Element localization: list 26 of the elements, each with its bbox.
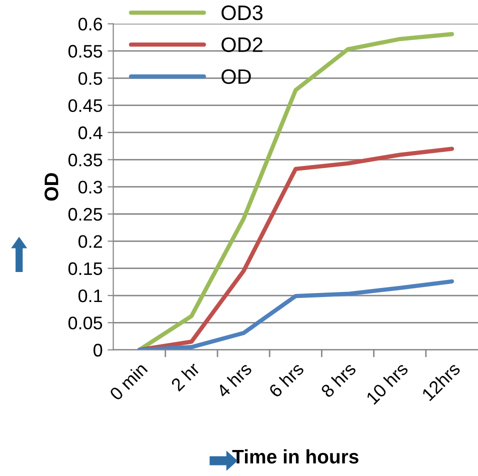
y-tick-label: 0.15 [68,262,102,276]
y-tick-label: 0.05 [68,316,102,330]
x-tick-label: 4 hrs [215,361,252,398]
x-axis-title: Time in hours [232,449,358,464]
y-tick-label: 0 [94,344,102,357]
x-tick-label: 10 hrs [365,361,409,405]
y-tick-label: 0.55 [68,44,102,58]
y-tick-label: 0.1 [78,289,102,302]
x-tick-label: 2 hr [170,361,200,392]
y-axis-title: OD [44,173,58,201]
y-tick-label: 0.5 [78,72,102,85]
legend-label: OD3 [222,5,262,20]
line-series [137,279,454,350]
legend-label: OD [222,69,251,84]
x-tick-label: 6 hrs [268,361,305,398]
y-tick-label: 0.45 [68,99,102,112]
y-tick-label: 0.3 [78,180,102,194]
legend-label: OD2 [222,37,262,52]
line-series [137,32,454,350]
y-tick-label: 0.6 [78,18,102,31]
y-tick-label: 0.2 [78,235,102,248]
x-tick-label: 8 hrs [320,361,357,398]
y-tick-label: 0.35 [68,154,102,166]
y-tick-label: 0.25 [68,208,102,221]
x-tick-label: 0 min [108,362,148,402]
y-tick-label: 0.4 [78,126,102,140]
